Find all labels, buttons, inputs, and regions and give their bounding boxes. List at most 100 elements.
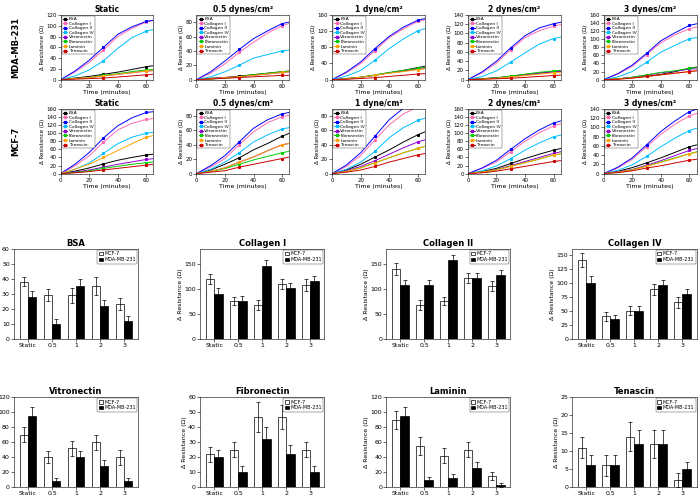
- Bar: [278, 416, 286, 487]
- Bar: [238, 472, 246, 487]
- Title: Collagen IV: Collagen IV: [608, 239, 662, 248]
- Bar: [43, 295, 52, 339]
- Bar: [440, 456, 448, 487]
- Title: 0.5 dynes/cm²: 0.5 dynes/cm²: [213, 99, 273, 108]
- Bar: [124, 321, 132, 339]
- Bar: [424, 285, 433, 339]
- X-axis label: Time (minutes): Time (minutes): [626, 184, 674, 189]
- Legend: MCF-7, MDA-MB-231: MCF-7, MDA-MB-231: [656, 250, 696, 263]
- Bar: [400, 416, 409, 487]
- Bar: [20, 282, 28, 339]
- Bar: [262, 266, 271, 339]
- Bar: [76, 457, 85, 487]
- Bar: [214, 457, 223, 487]
- Legend: BSA, Collagen I, Collagen II, Collagen IV, Vitronectin, Fibronectin, Laminin, Te: BSA, Collagen I, Collagen II, Collagen I…: [62, 110, 94, 149]
- Y-axis label: Δ Resistance (Ω): Δ Resistance (Ω): [178, 119, 184, 164]
- Bar: [682, 294, 691, 339]
- Bar: [496, 275, 505, 339]
- X-axis label: Time (minutes): Time (minutes): [219, 184, 267, 189]
- Y-axis label: Δ Resistance (Ω): Δ Resistance (Ω): [178, 268, 183, 320]
- Title: Collagen I: Collagen I: [239, 239, 286, 248]
- Bar: [440, 301, 448, 339]
- Title: 3 dynes/cm²: 3 dynes/cm²: [624, 99, 676, 108]
- Bar: [488, 286, 496, 339]
- Bar: [488, 476, 496, 487]
- Bar: [310, 472, 319, 487]
- Title: Static: Static: [94, 99, 120, 108]
- X-axis label: Time (minutes): Time (minutes): [355, 184, 402, 189]
- Bar: [626, 437, 634, 487]
- Bar: [68, 448, 76, 487]
- Bar: [214, 294, 223, 339]
- Title: BSA: BSA: [66, 239, 85, 248]
- Legend: MCF-7, MDA-MB-231: MCF-7, MDA-MB-231: [284, 250, 323, 263]
- Legend: MCF-7, MDA-MB-231: MCF-7, MDA-MB-231: [97, 398, 137, 412]
- Y-axis label: Δ Resistance (Ω): Δ Resistance (Ω): [182, 416, 187, 468]
- Bar: [610, 319, 619, 339]
- Legend: MCF-7, MDA-MB-231: MCF-7, MDA-MB-231: [470, 398, 510, 412]
- Bar: [206, 454, 214, 487]
- Bar: [68, 295, 76, 339]
- Bar: [286, 288, 295, 339]
- Y-axis label: Δ Resistance (Ω): Δ Resistance (Ω): [582, 119, 587, 164]
- Y-axis label: Δ Resistance (Ω): Δ Resistance (Ω): [582, 25, 587, 70]
- Bar: [116, 304, 124, 339]
- Bar: [448, 260, 456, 339]
- Bar: [302, 285, 310, 339]
- Bar: [92, 286, 100, 339]
- Y-axis label: Δ Resistance (Ω): Δ Resistance (Ω): [314, 119, 320, 164]
- Text: MCF-7: MCF-7: [11, 127, 20, 156]
- Bar: [206, 279, 214, 339]
- Bar: [473, 278, 481, 339]
- Bar: [674, 480, 682, 487]
- Legend: MCF-7, MDA-MB-231: MCF-7, MDA-MB-231: [470, 250, 510, 263]
- Title: 0.5 dynes/cm²: 0.5 dynes/cm²: [213, 5, 273, 14]
- Legend: BSA, Collagen I, Collagen II, Collagen IV, Vitronectin, Fibronectin, Laminin, Te: BSA, Collagen I, Collagen II, Collagen I…: [62, 16, 94, 55]
- Title: Laminin: Laminin: [430, 388, 467, 397]
- Bar: [20, 435, 28, 487]
- Bar: [473, 468, 481, 487]
- Title: Static: Static: [94, 5, 120, 14]
- Bar: [416, 446, 424, 487]
- X-axis label: Time (minutes): Time (minutes): [491, 184, 538, 189]
- Y-axis label: Δ Resistance (Ω): Δ Resistance (Ω): [554, 416, 559, 468]
- Bar: [52, 324, 60, 339]
- Bar: [650, 444, 659, 487]
- Bar: [92, 442, 100, 487]
- X-axis label: Time (minutes): Time (minutes): [219, 90, 267, 95]
- Title: 2 dynes/cm²: 2 dynes/cm²: [488, 5, 540, 14]
- Bar: [448, 478, 456, 487]
- Legend: BSA, Collagen I, Collagen II, Collagen IV, Vitronectin, Fibronectin, Laminin, Te: BSA, Collagen I, Collagen II, Collagen I…: [605, 16, 638, 55]
- Bar: [302, 450, 310, 487]
- Bar: [416, 305, 424, 339]
- Bar: [230, 301, 238, 339]
- Bar: [230, 450, 238, 487]
- Y-axis label: Δ Resistance (Ω): Δ Resistance (Ω): [447, 25, 452, 70]
- Bar: [578, 260, 587, 339]
- Legend: BSA, Collagen I, Collagen II, Collagen IV, Vitronectin, Fibronectin, Laminin, Te: BSA, Collagen I, Collagen II, Collagen I…: [333, 110, 366, 149]
- Bar: [464, 450, 473, 487]
- Legend: BSA, Collagen I, Collagen II, Collagen IV, Vitronectin, Fibronectin, Laminin, Te: BSA, Collagen I, Collagen II, Collagen I…: [605, 110, 638, 149]
- Bar: [424, 480, 433, 487]
- X-axis label: Time (minutes): Time (minutes): [355, 90, 402, 95]
- Bar: [254, 416, 262, 487]
- Bar: [28, 297, 36, 339]
- Legend: BSA, Collagen I, Collagen II, Collagen IV, Vitronectin, Fibronectin, Laminin, Te: BSA, Collagen I, Collagen II, Collagen I…: [469, 110, 502, 149]
- Bar: [682, 469, 691, 487]
- Title: 1 dyne/cm²: 1 dyne/cm²: [355, 5, 402, 14]
- Bar: [254, 305, 262, 339]
- Bar: [464, 278, 473, 339]
- Y-axis label: Δ Resistance (Ω): Δ Resistance (Ω): [40, 119, 45, 164]
- Legend: MCF-7, MDA-MB-231: MCF-7, MDA-MB-231: [656, 398, 696, 412]
- Title: Tenascin: Tenascin: [614, 388, 655, 397]
- Y-axis label: Δ Resistance (Ω): Δ Resistance (Ω): [364, 416, 369, 468]
- Legend: BSA, Collagen I, Collagen II, Collagen IV, Vitronectin, Fibronectin, Laminin, Te: BSA, Collagen I, Collagen II, Collagen I…: [333, 16, 366, 55]
- Y-axis label: Δ Resistance (Ω): Δ Resistance (Ω): [40, 25, 45, 70]
- Bar: [28, 416, 36, 487]
- Bar: [626, 311, 634, 339]
- Bar: [587, 283, 595, 339]
- Bar: [392, 419, 400, 487]
- Bar: [116, 457, 124, 487]
- Legend: MCF-7, MDA-MB-231: MCF-7, MDA-MB-231: [284, 398, 323, 412]
- X-axis label: Time (minutes): Time (minutes): [83, 90, 131, 95]
